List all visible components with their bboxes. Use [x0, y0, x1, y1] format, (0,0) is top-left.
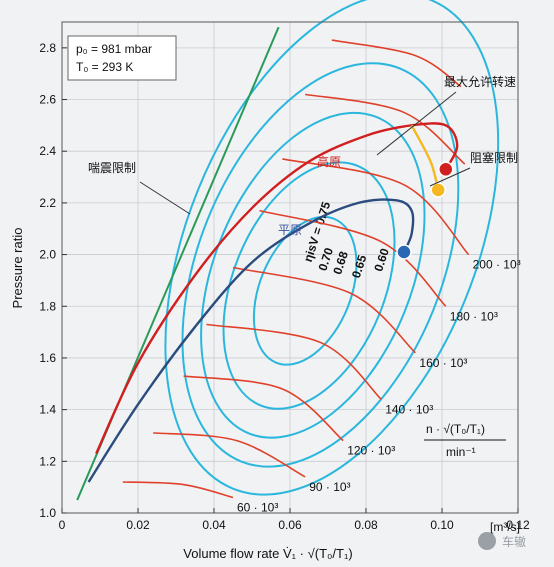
speed-line: [259, 209, 447, 307]
speed-line-label: 120 · 10³: [347, 444, 395, 458]
speed-unit-denominator: min⁻¹: [446, 445, 476, 459]
speed-lines: 60 · 10³ 90 · 10³ 120 · 10³ 140 · 10³ 160 · …: [122, 39, 521, 514]
speed-unit-label: n · √(T₀/T₁) min⁻¹: [424, 422, 506, 459]
choke-limit-label: 阻塞限制: [470, 150, 518, 165]
surge-limit-leader: [139, 181, 191, 215]
y-tick-label: 1.2: [39, 454, 56, 468]
x-tick-label: 0.08: [354, 518, 378, 532]
efficiency-label: 0.70: [316, 246, 337, 273]
watermark-text: 车辙: [502, 534, 526, 549]
plain-label: 平原: [278, 223, 302, 237]
efficiency-island: [200, 111, 426, 439]
operating-point: [396, 244, 412, 260]
speed-line: [183, 375, 344, 442]
x-tick-label: 0.12: [506, 518, 530, 532]
x-tick-label: 0.02: [126, 518, 150, 532]
operating-point: [430, 182, 446, 198]
info-line-1: p₀ = 981 mbar: [76, 42, 152, 56]
surge-limit-label: 喘震限制: [88, 161, 136, 175]
y-tick-label: 2.0: [39, 248, 56, 262]
speed-line: [282, 158, 470, 256]
speed-line: [232, 266, 416, 354]
max-speed-label: 最大允许转速: [444, 74, 516, 89]
speed-line-label: 90 · 10³: [309, 480, 350, 494]
efficiency-island: [252, 215, 358, 366]
info-line-2: T₀ = 293 K: [76, 60, 133, 74]
efficiency-label: 0.65: [349, 253, 370, 280]
watermark-icon: [478, 532, 496, 550]
y-tick-label: 2.8: [39, 41, 56, 55]
y-tick-label: 2.4: [39, 144, 56, 158]
speed-line: [206, 323, 382, 400]
watermark: 车辙: [478, 532, 526, 550]
operating-point: [438, 161, 454, 178]
efficiency-island: [164, 0, 500, 496]
speed-line: [305, 93, 466, 165]
efficiency-island: [181, 62, 460, 468]
efficiency-label: 0.60: [371, 246, 392, 273]
speed-line-label: 140 · 10³: [385, 402, 433, 416]
max-speed-leader: [376, 91, 457, 156]
y-tick-label: 1.0: [39, 506, 56, 520]
y-axis-title: Pressure ratio: [10, 228, 25, 309]
choke-limit-leader: [429, 167, 471, 187]
y-tick-label: 1.8: [39, 299, 56, 313]
x-tick-label: 0.06: [278, 518, 302, 532]
operating-points: [396, 161, 454, 260]
plain-line: [87, 198, 415, 483]
x-axis-title: Volume flow rate V̇₁ · √(T₀/T₁): [183, 546, 352, 561]
info-box: p₀ = 981 mbar T₀ = 293 K: [67, 35, 177, 81]
speed-line: [331, 39, 462, 88]
x-tick-label: 0.10: [430, 518, 454, 532]
y-tick-label: 2.6: [39, 93, 56, 107]
highland-label: 高原: [317, 154, 341, 169]
x-unit-label: [m³/s]: [490, 520, 520, 534]
speed-line: [153, 432, 306, 478]
speed-unit-numerator: n · √(T₀/T₁): [426, 422, 485, 436]
y-tick-label: 1.4: [39, 403, 56, 417]
y-tick-label: 1.6: [39, 351, 56, 365]
speed-line-label: 200 · 10³: [473, 258, 521, 272]
speed-line-label: 160 · 10³: [419, 356, 467, 370]
x-tick-label: 0.04: [202, 518, 226, 532]
speed-line: [122, 481, 234, 499]
axes: 0 0.02 0.04 0.06 0.08 0.10 0.12 1.0 1.2 1.4 1.6 1.8…: [10, 21, 530, 561]
efficiency-label: 0.68: [330, 249, 351, 276]
speed-line-label: 60 · 10³: [237, 500, 278, 514]
highland-line: [95, 122, 459, 455]
speed-line-label: 180 · 10³: [450, 309, 498, 323]
y-tick-label: 2.2: [39, 196, 56, 210]
x-tick-label: 0: [59, 518, 66, 532]
